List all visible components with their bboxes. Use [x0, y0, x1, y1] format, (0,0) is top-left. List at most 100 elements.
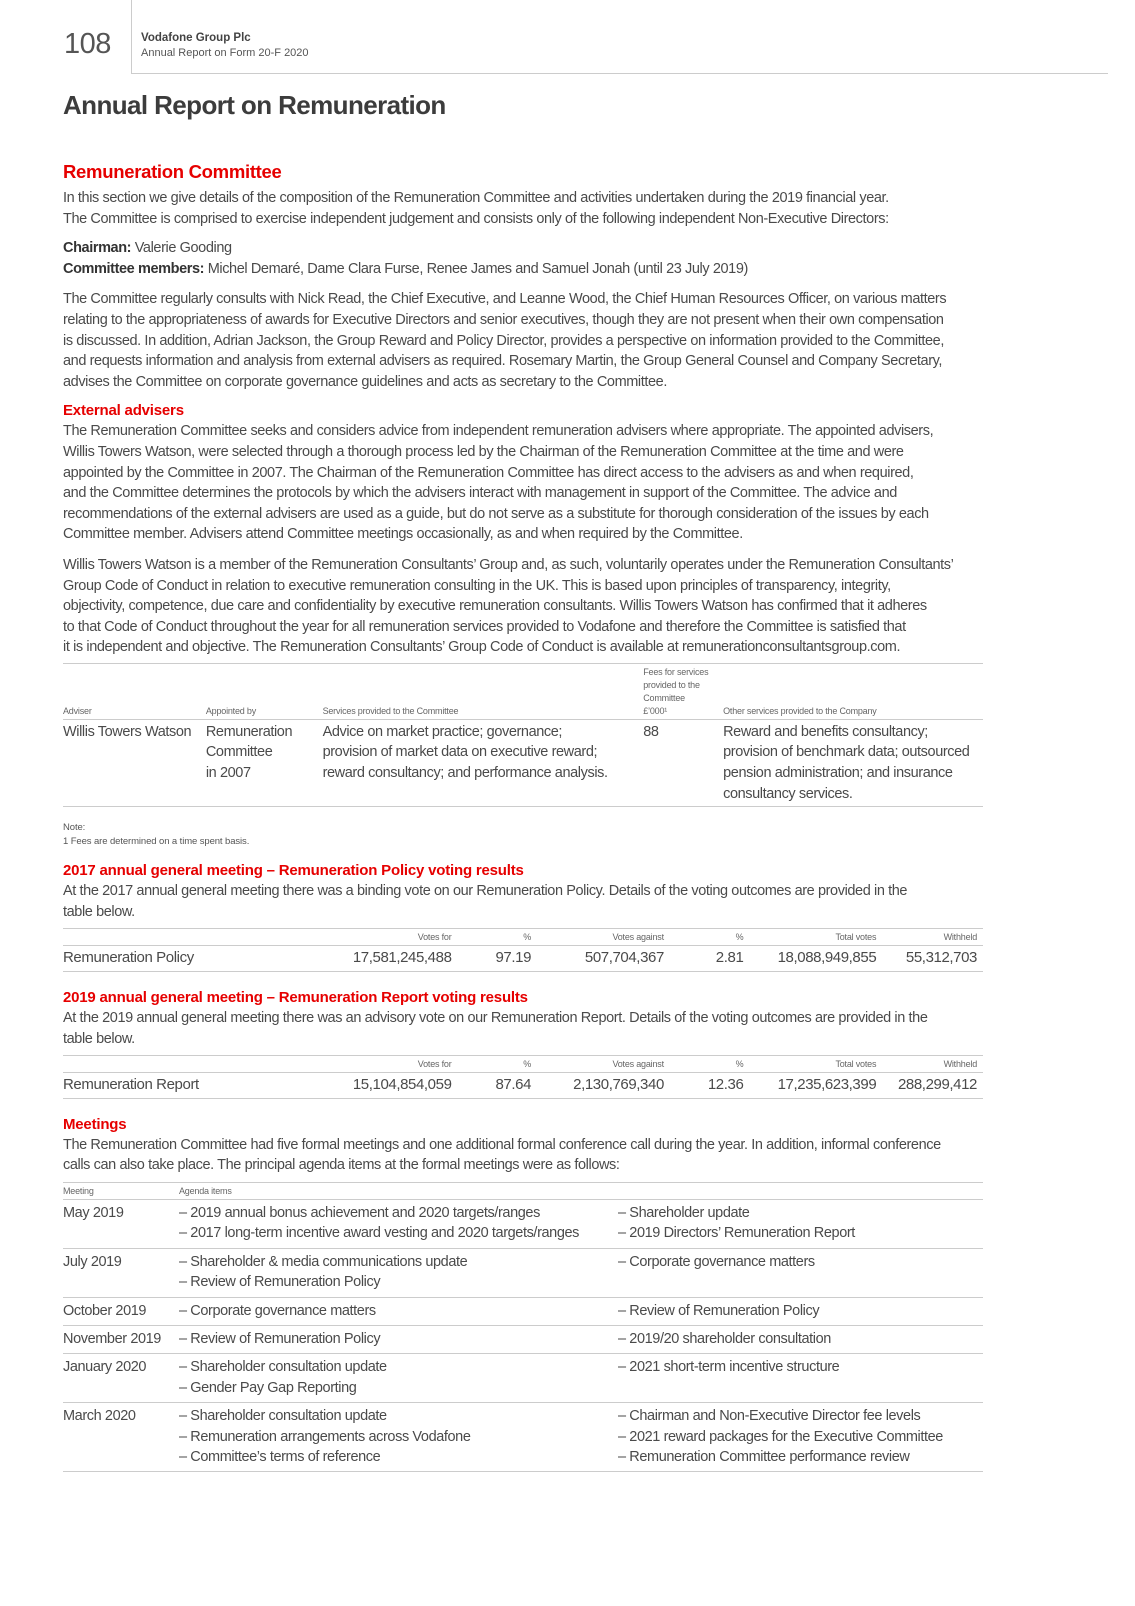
header-line: Other services provided to the Company [723, 705, 877, 716]
text-line: – 2019 Directors’ Remuneration Report [618, 1225, 855, 1242]
meeting-date: January 2020 [63, 1353, 179, 1404]
text-line: – Corporate governance matters [618, 1253, 815, 1270]
meeting-row: March 2020 – Shareholder consultation upd… [63, 1402, 983, 1473]
committee-consults-paragraph: The Committee regularly consults with Ni… [63, 289, 985, 392]
table-cell: Willis Towers Watson [63, 719, 206, 806]
text-line: provision of benchmark data; outsourced [723, 744, 970, 761]
text-line: – 2021 short-term incentive structure [618, 1359, 840, 1376]
column-header: Agenda items [179, 1186, 232, 1196]
text-line: – Review of Remuneration Policy [618, 1302, 820, 1319]
column-header: Votes against [612, 932, 664, 943]
meeting-row: May 2019 – 2019 annual bonus achievement … [63, 1199, 983, 1249]
table-cell: 2,130,769,340 [573, 1076, 664, 1094]
meeting-date: October 2019 [63, 1297, 179, 1327]
agenda-items-right: – 2019/20 shareholder consultation [618, 1325, 983, 1355]
text-line: – 2019/20 shareholder consultation [618, 1331, 831, 1348]
column-header: % [523, 1059, 532, 1070]
text-line: – Committee’s terms of reference [179, 1449, 381, 1466]
meetings-header: Meeting Agenda items [63, 1182, 983, 1200]
table-cell: Advice on market practice; governance; pr… [323, 719, 644, 806]
members-names: Michel Demaré, Dame Clara Furse, Renee J… [204, 260, 749, 277]
text-line: advises the Committee on corporate gover… [63, 373, 667, 390]
text-line: table below. [63, 1030, 135, 1047]
table-cell: Reward and benefits consultancy; provisio… [723, 719, 983, 806]
text-line: At the 2017 annual general meeting there… [63, 883, 908, 900]
chairman-name: Valerie Gooding [131, 240, 232, 257]
text-line: – 2017 long-term incentive award vesting… [179, 1225, 579, 1242]
meeting-date-text: March 2020 [63, 1408, 136, 1425]
agenda-items-right: – Shareholder update – 2019 Directors’ Re… [618, 1199, 983, 1249]
chairman-line: Chairman: Valerie Gooding [63, 238, 985, 259]
header-line: Fees for services [643, 666, 709, 677]
text-line: 88 [643, 723, 659, 740]
text-line: – Shareholder consultation update [179, 1359, 387, 1376]
meeting-date-text: January 2020 [63, 1359, 147, 1376]
text-line: – 2019 annual bonus achievement and 2020… [179, 1205, 540, 1221]
text-line: recommendations of the external advisers… [63, 505, 929, 522]
text-line: consultancy services. [723, 785, 853, 802]
column-header: Fees for services provided to the Committe… [643, 663, 723, 719]
page-content: Remuneration Committee In this section w… [63, 160, 985, 1473]
text-line: and the Committee determines the protoco… [63, 485, 897, 502]
agm2019-table: Votes for% Votes against% Total votes Withh… [63, 1055, 983, 1099]
section-heading-committee: Remuneration Committee [63, 161, 282, 182]
agenda-items-right: – Review of Remuneration Policy [618, 1297, 983, 1327]
column-header: Other services provided to the Company [723, 663, 983, 719]
text-line: Advice on market practice; governance; [322, 723, 563, 740]
table-cell: 288,299,412 [897, 1076, 977, 1094]
meeting-row: January 2020 – Shareholder consultation u… [63, 1353, 983, 1404]
column-header: Adviser [63, 663, 206, 719]
table-cell: Remuneration Policy [63, 949, 194, 967]
agenda-items-left: – Corporate governance matters [179, 1297, 618, 1327]
text-line: Committee [205, 744, 273, 761]
note-label: Note: [63, 822, 86, 834]
advisers-table-row: Willis Towers Watson Remuneration Committe… [63, 719, 983, 807]
agenda-items-right: – Corporate governance matters [618, 1248, 983, 1298]
column-header [63, 929, 295, 946]
table-cell: 17,581,245,488 [352, 949, 452, 967]
header-line: Adviser [63, 705, 92, 716]
header-line: £’000¹ [643, 705, 668, 716]
table-cell: 88 [643, 719, 723, 806]
meeting-row: July 2019 – Shareholder & media communica… [63, 1248, 983, 1298]
text-line: appointed by the Committee in 2007. The … [63, 464, 914, 481]
note-footnote: 1 Fees are determined on a time spent ba… [63, 836, 250, 848]
agm2017-table: Votes for% Votes against% Total votes Withh… [63, 928, 983, 972]
text-line: At the 2019 annual general meeting there… [63, 1010, 928, 1027]
text-line: – Gender Pay Gap Reporting [179, 1379, 357, 1396]
column-header [63, 1056, 295, 1073]
text-line: – Corporate governance matters [179, 1302, 376, 1319]
meeting-row: October 2019 – Corporate governance matte… [63, 1297, 983, 1327]
section-heading-agm2017: 2017 annual general meeting – Remunerati… [63, 862, 524, 880]
table-cell: 12.36 [707, 1076, 744, 1094]
text-line: The Committee regularly consults with Ni… [63, 291, 947, 308]
text-line: – Review of Remuneration Policy [179, 1274, 381, 1291]
text-line: provision of market data on executive re… [322, 744, 598, 761]
column-header: Total votes [835, 1059, 877, 1070]
page-title: Annual Report on Remuneration [63, 90, 446, 120]
column-header: Votes for [417, 932, 452, 943]
members-label: Committee members: [63, 260, 205, 277]
agenda-items-right: – 2021 short-term incentive structure [618, 1353, 983, 1404]
table-cell: 55,312,703 [905, 949, 977, 967]
text-line: Willis Towers Watson, were selected thro… [63, 443, 904, 460]
text-line: in 2007 [205, 765, 251, 782]
page-number: 108 [64, 28, 111, 60]
report-subtitle: Annual Report on Form 20-F 2020 [141, 47, 309, 59]
agenda-items-right: – Chairman and Non-Executive Director fe… [618, 1402, 983, 1473]
advisers-paragraph-2: Willis Towers Watson is a member of the … [63, 555, 985, 658]
meeting-date: March 2020 [63, 1402, 179, 1473]
text-line: table below. [63, 903, 135, 920]
members-line: Committee members: Michel Demaré, Dame C… [63, 259, 985, 280]
text-line: – Remuneration arrangements across Vodaf… [179, 1428, 471, 1445]
column-header: Appointed by [206, 663, 323, 719]
column-header: % [523, 932, 532, 943]
text-line: and requests information and analysis fr… [63, 353, 943, 370]
column-header: Withheld [943, 1059, 978, 1070]
table-cell: Remuneration Report [63, 1076, 199, 1094]
header-divider-vertical [131, 0, 132, 73]
vote-table-row: Remuneration Report 15,104,854,059 87.64 2,… [63, 1072, 983, 1099]
text-line: Willis Towers Watson is a member of the … [63, 556, 954, 573]
text-line: In this section we give details of the c… [63, 190, 889, 206]
text-line: – Review of Remuneration Policy [179, 1331, 381, 1348]
